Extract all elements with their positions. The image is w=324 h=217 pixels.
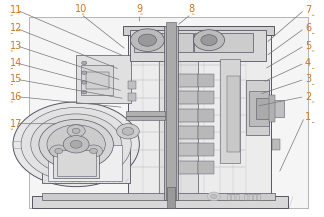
Circle shape <box>63 136 89 153</box>
Bar <box>198 143 214 156</box>
Bar <box>32 196 288 208</box>
Circle shape <box>39 119 113 169</box>
Text: 10: 10 <box>75 4 87 14</box>
Bar <box>81 65 113 95</box>
Text: 15: 15 <box>10 74 22 84</box>
Bar <box>126 111 165 116</box>
Circle shape <box>82 90 87 94</box>
Bar <box>198 74 214 87</box>
Bar <box>126 116 165 120</box>
Bar <box>134 33 193 52</box>
Circle shape <box>211 194 217 199</box>
Bar <box>269 95 275 122</box>
Bar <box>159 33 198 195</box>
Text: 3: 3 <box>305 74 311 84</box>
Circle shape <box>131 29 164 51</box>
Circle shape <box>138 34 156 46</box>
Bar <box>167 187 175 208</box>
Bar <box>246 80 269 135</box>
Circle shape <box>47 125 105 164</box>
Text: 7: 7 <box>305 5 311 15</box>
Bar <box>178 91 198 104</box>
Bar <box>166 22 176 200</box>
Bar <box>57 150 96 176</box>
Bar <box>128 81 136 89</box>
Circle shape <box>31 114 122 175</box>
Bar <box>130 30 266 61</box>
Circle shape <box>201 35 217 46</box>
Bar <box>249 91 269 126</box>
Circle shape <box>85 145 103 157</box>
Bar <box>29 17 308 208</box>
Circle shape <box>82 81 87 84</box>
Text: 6: 6 <box>305 23 311 33</box>
Bar <box>53 148 99 178</box>
Text: 16: 16 <box>10 92 22 102</box>
Circle shape <box>207 192 220 201</box>
Bar <box>48 145 122 181</box>
Text: 8: 8 <box>188 4 194 14</box>
Bar <box>178 143 198 156</box>
Bar <box>198 91 214 104</box>
Bar <box>128 93 136 101</box>
Bar <box>178 108 198 122</box>
Bar <box>227 76 240 152</box>
Circle shape <box>122 127 134 135</box>
Circle shape <box>72 128 80 133</box>
Text: 4: 4 <box>305 58 311 68</box>
Bar <box>86 72 109 89</box>
Circle shape <box>82 61 87 65</box>
Text: 5: 5 <box>305 41 311 51</box>
Circle shape <box>13 102 139 187</box>
Text: 11: 11 <box>10 5 22 15</box>
Circle shape <box>193 30 225 51</box>
Bar <box>128 26 271 195</box>
Text: 9: 9 <box>136 4 142 14</box>
Bar <box>76 55 131 103</box>
Circle shape <box>55 148 63 154</box>
Text: 2: 2 <box>305 92 311 102</box>
Text: 13: 13 <box>10 41 22 51</box>
Circle shape <box>21 107 131 181</box>
Bar <box>266 100 284 117</box>
Circle shape <box>90 148 98 154</box>
Text: 17: 17 <box>10 119 22 129</box>
Bar <box>123 26 274 35</box>
Text: 14: 14 <box>10 58 22 68</box>
Text: 公众号  齿轮传动: 公众号 齿轮传动 <box>227 193 262 200</box>
Bar <box>164 26 178 200</box>
Circle shape <box>82 71 87 74</box>
Bar <box>42 141 130 183</box>
Circle shape <box>70 140 82 148</box>
Bar <box>178 74 198 87</box>
Bar <box>272 139 280 150</box>
Circle shape <box>117 124 139 139</box>
Bar <box>256 98 269 119</box>
Circle shape <box>67 125 85 137</box>
Bar <box>220 59 240 163</box>
Bar <box>198 126 214 139</box>
Text: 12: 12 <box>10 23 22 33</box>
Text: 1: 1 <box>305 112 311 122</box>
Circle shape <box>50 145 68 157</box>
Bar <box>194 33 253 52</box>
Bar <box>198 161 214 174</box>
Bar <box>178 126 198 139</box>
Bar <box>42 193 275 200</box>
Bar <box>198 108 214 122</box>
Bar <box>178 161 198 174</box>
